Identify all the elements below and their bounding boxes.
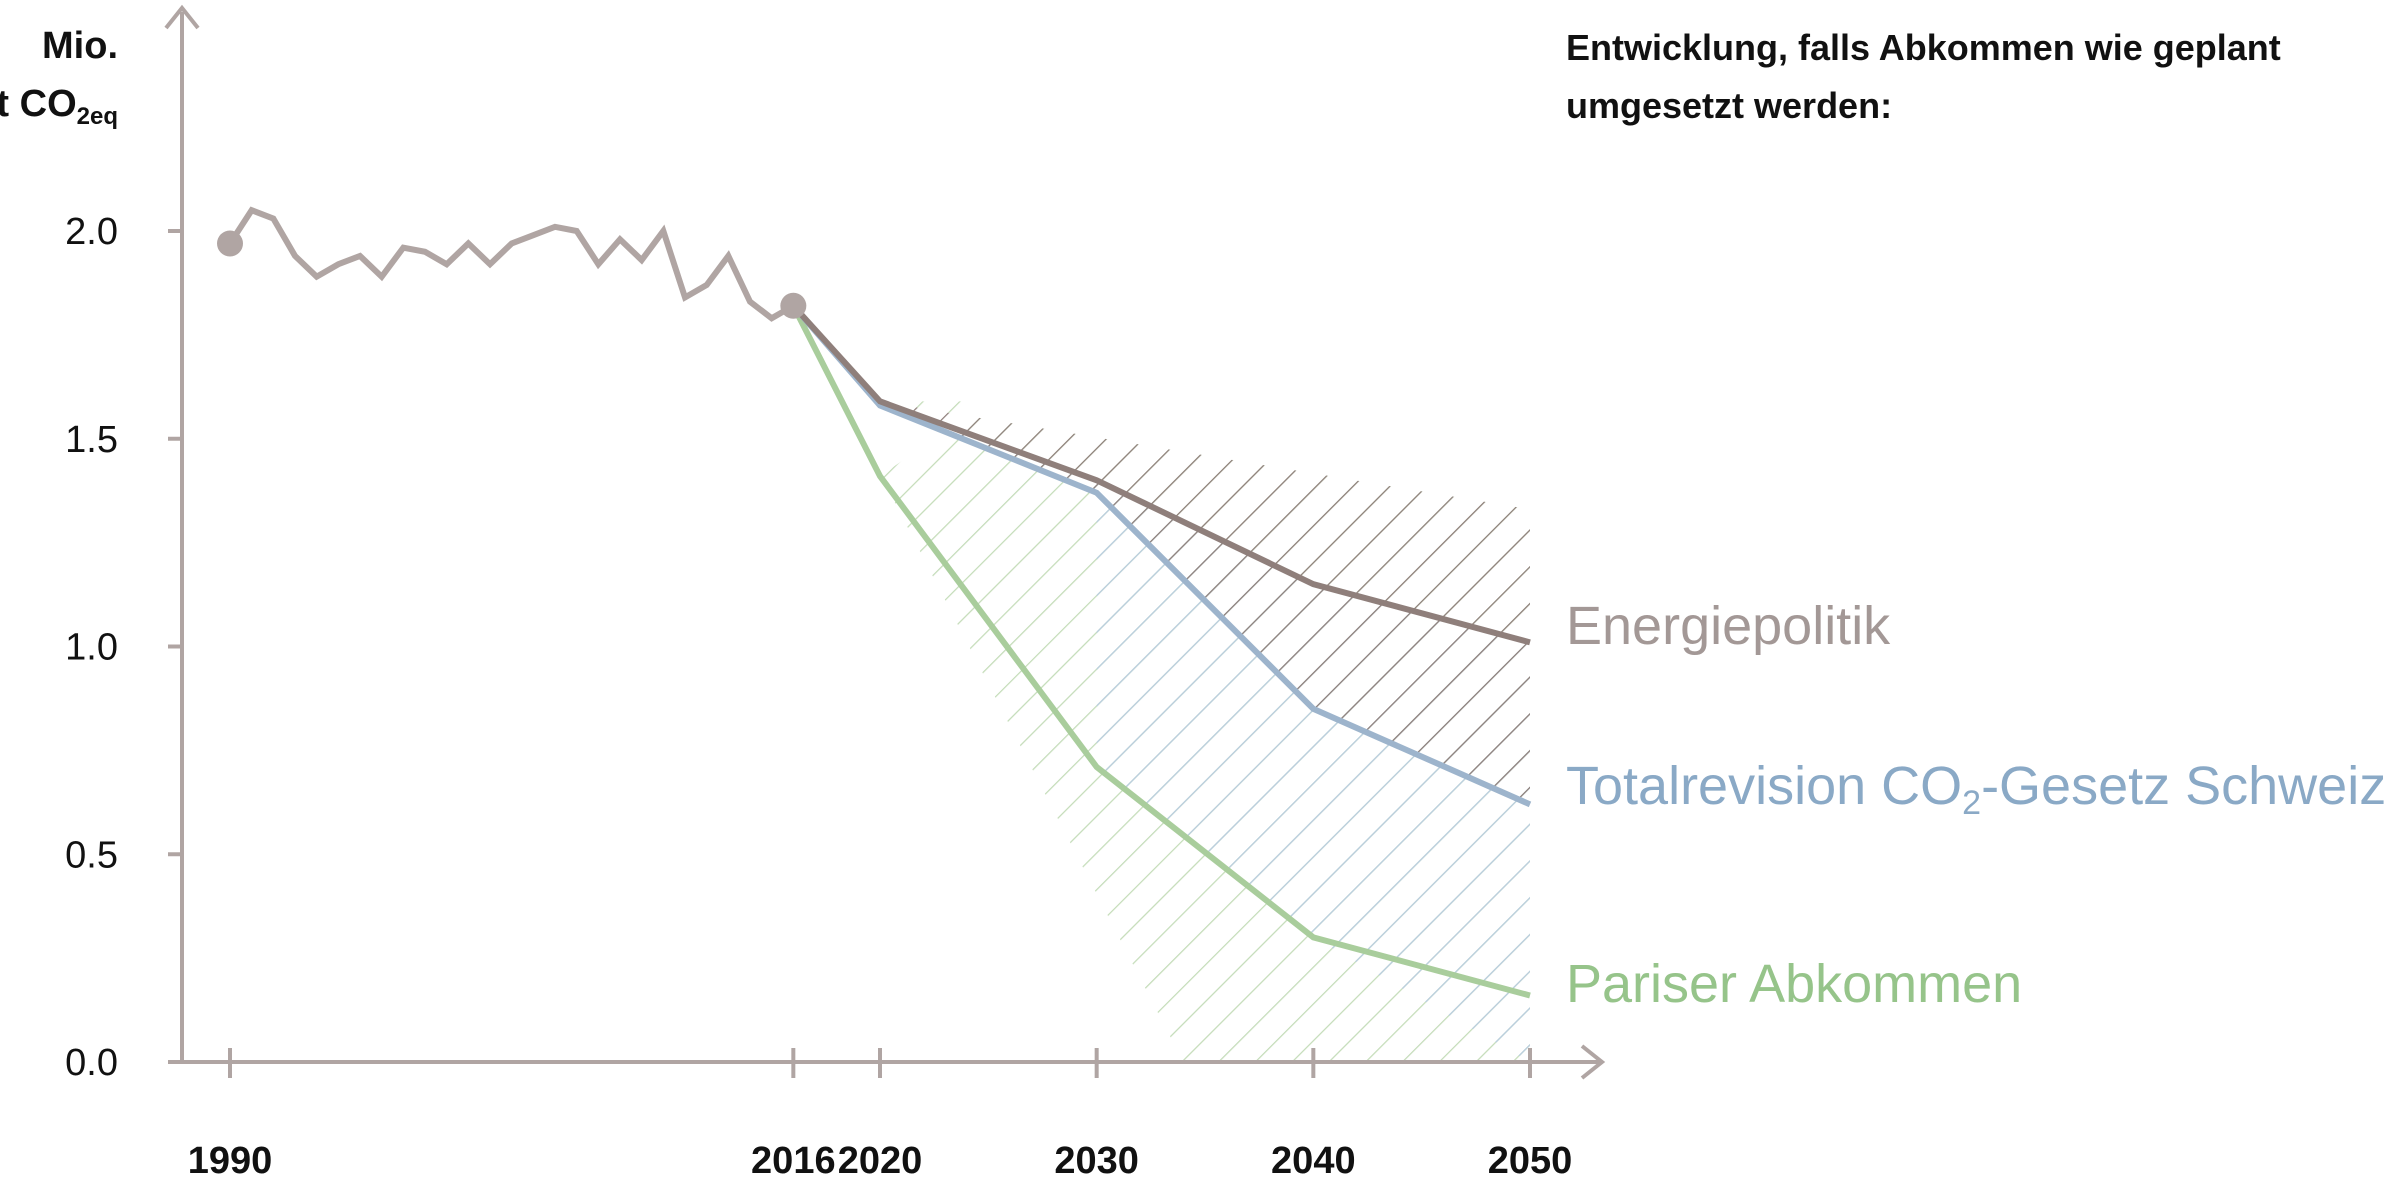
series-label-energiepolitik: Energiepolitik bbox=[1566, 596, 1891, 656]
hatch-range-totalrevision bbox=[880, 401, 1530, 1063]
series-lines bbox=[227, 206, 1532, 999]
legend-title-line2: umgesetzt werden: bbox=[1566, 85, 1892, 126]
y-tick-label: 1.5 bbox=[65, 419, 118, 461]
historical-emissions-line bbox=[227, 206, 795, 322]
x-tick-label: 1990 bbox=[188, 1140, 273, 1179]
y-tick-label: 0.5 bbox=[65, 834, 118, 876]
y-unit-line2: t CO2eq bbox=[0, 83, 118, 130]
x-axis-arrow bbox=[1580, 1044, 1606, 1080]
series-label-totalrevision: Totalrevision CO2-Gesetz Schweiz bbox=[1566, 756, 2386, 822]
y-unit-line1: Mio. bbox=[42, 25, 118, 67]
y-tick-label: 0.0 bbox=[65, 1042, 118, 1084]
y-axis-arrow bbox=[164, 4, 200, 30]
y-tick-label: 1.0 bbox=[65, 627, 118, 669]
legend-title-line1: Entwicklung, falls Abkommen wie geplant bbox=[1566, 27, 2281, 68]
x-axis-ticks: 1990 2016 2020 2030 2040 2050 bbox=[188, 1048, 1573, 1179]
x-tick-label: 2016 bbox=[751, 1140, 836, 1179]
x-tick-label: 2040 bbox=[1271, 1140, 1356, 1179]
data-point-marker bbox=[780, 292, 807, 319]
y-axis-ticks: 0.0 0.5 1.0 1.5 2.0 bbox=[65, 211, 182, 1084]
series-label-pariser-abkommen: Pariser Abkommen bbox=[1566, 954, 2022, 1014]
y-tick-label: 2.0 bbox=[65, 211, 118, 253]
y-unit-subscript: 2eq bbox=[77, 103, 118, 130]
axes bbox=[164, 4, 1606, 1080]
series-label-totalrevision-rest: -Gesetz Schweiz bbox=[1981, 756, 2386, 816]
x-tick-label: 2020 bbox=[838, 1140, 923, 1179]
hatch-range-energiepolitik bbox=[880, 401, 1530, 805]
y-unit-main: t CO bbox=[0, 83, 77, 125]
data-point-marker bbox=[217, 230, 243, 257]
scenario-range-hatching bbox=[793, 305, 1530, 1063]
pariser-abkommen-line bbox=[790, 304, 1531, 999]
x-tick-label: 2050 bbox=[1488, 1140, 1573, 1179]
series-markers bbox=[217, 230, 807, 319]
energiepolitik-line bbox=[791, 303, 1531, 646]
series-label-totalrevision-main: Totalrevision CO bbox=[1566, 756, 1962, 816]
x-tick-label: 2030 bbox=[1054, 1140, 1139, 1179]
series-label-totalrevision-sub: 2 bbox=[1962, 784, 1981, 822]
